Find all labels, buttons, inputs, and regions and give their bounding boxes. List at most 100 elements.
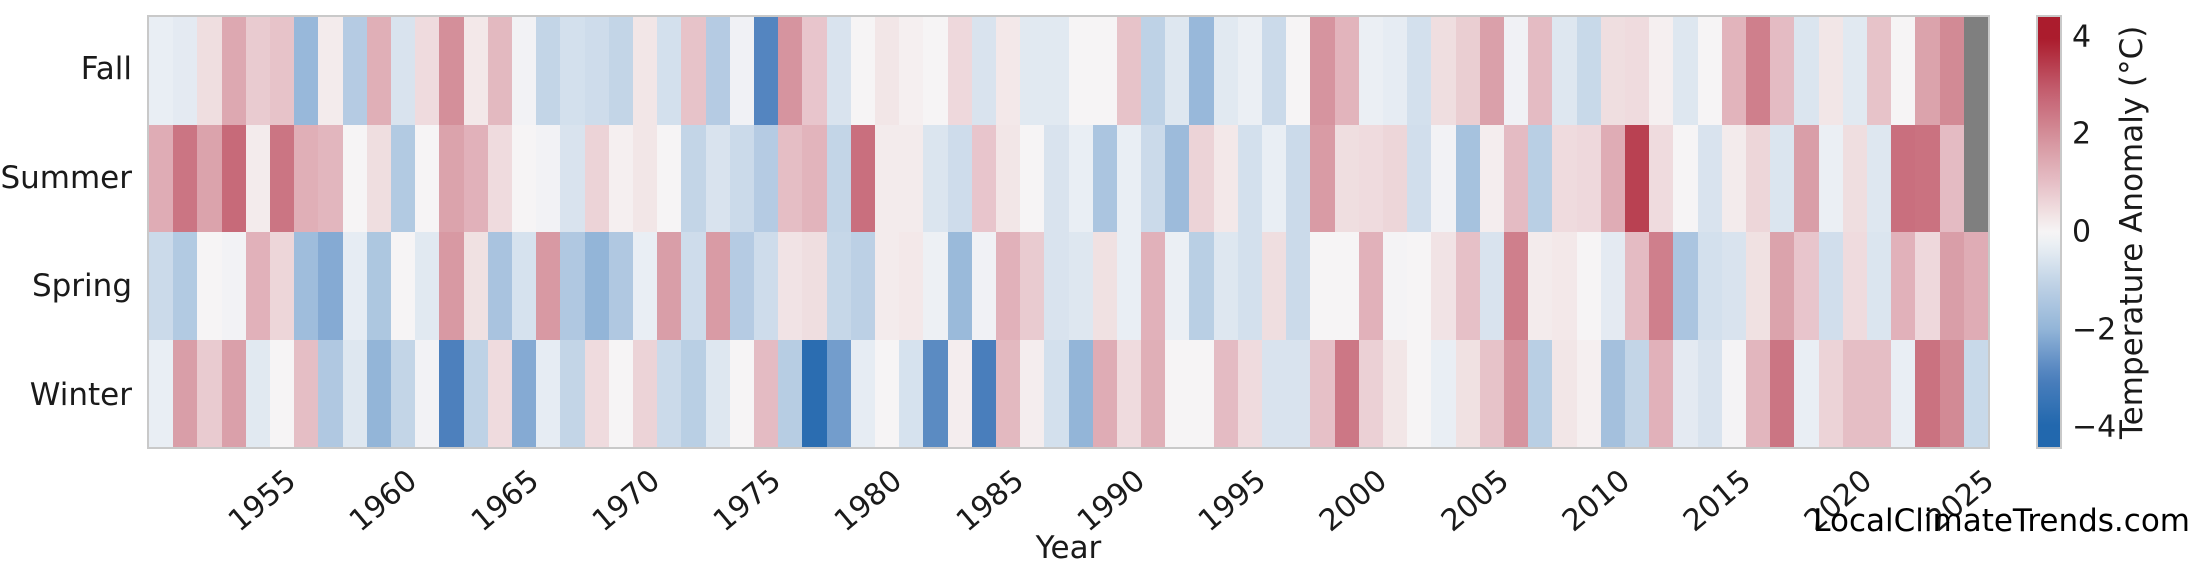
x-tick-2005: 2005 (1434, 463, 1516, 539)
heatmap-cell (1455, 339, 1480, 447)
heatmap-cell (439, 124, 464, 232)
heatmap-cell (1746, 124, 1771, 232)
heatmap-cell (1286, 124, 1311, 232)
heatmap-cell (1794, 339, 1819, 447)
heatmap-cell (1431, 232, 1456, 340)
heatmap-cell (318, 232, 343, 340)
heatmap-cell (318, 124, 343, 232)
heatmap-cell (463, 17, 488, 125)
heatmap-cell (463, 339, 488, 447)
heatmap-cell (947, 124, 972, 232)
heatmap-cell (1649, 232, 1674, 340)
heatmap-cell (245, 232, 270, 340)
heatmap-cell (1818, 232, 1843, 340)
heatmap-cell (1092, 339, 1117, 447)
heatmap-cell (1818, 17, 1843, 125)
heatmap-cell (1262, 124, 1287, 232)
heatmap-cell (1334, 124, 1359, 232)
heatmap-cell (1721, 17, 1747, 125)
heatmap-cell (390, 124, 416, 232)
heatmap-cell (1044, 339, 1069, 447)
heatmap-cell (1891, 339, 1916, 447)
heatmap-cell (971, 339, 996, 447)
heatmap-cell (1213, 232, 1238, 340)
heatmap-cell (1673, 17, 1698, 125)
heatmap-cell (657, 339, 682, 447)
heatmap-cell (632, 232, 658, 340)
x-axis-title: Year (1035, 530, 1102, 566)
heatmap-cell (1262, 339, 1287, 447)
heatmap-cell (390, 17, 416, 125)
heatmap-cell (1697, 339, 1722, 447)
heatmap-cell (1528, 339, 1553, 447)
row-label-spring: Spring (31, 268, 132, 305)
y-axis-row-labels: Fall Summer Spring Winter (0, 15, 138, 449)
heatmap-cell (1721, 339, 1747, 447)
heatmap-cell (221, 232, 246, 340)
heatmap-cell (149, 124, 174, 232)
heatmap-cell (1479, 339, 1505, 447)
heatmap-cell (1842, 17, 1867, 125)
heatmap-cell (608, 232, 633, 340)
heatmap-cell (705, 17, 730, 125)
heatmap-cell (1237, 124, 1263, 232)
heatmap-cell (1625, 339, 1650, 447)
heatmap-cell (342, 17, 367, 125)
heatmap-cell (511, 339, 537, 447)
heatmap-cell (149, 17, 174, 125)
colorbar-tick--4: −4 (2072, 409, 2117, 445)
heatmap-cell (173, 232, 198, 340)
heatmap-cell (899, 339, 924, 447)
heatmap-cell (1310, 339, 1335, 447)
heatmap-cell (826, 17, 851, 125)
heatmap-cell (342, 232, 367, 340)
row-label-summer: Summer (0, 159, 132, 196)
heatmap-cell (1455, 124, 1480, 232)
heatmap-cell (1746, 232, 1771, 340)
heatmap-cell (1649, 339, 1674, 447)
heatmap-cell (753, 124, 779, 232)
x-tick-1990: 1990 (1070, 463, 1152, 539)
heatmap-cell (729, 124, 754, 232)
heatmap-cell (1189, 17, 1214, 125)
heatmap-cell (1504, 339, 1529, 447)
heatmap-cell (269, 124, 295, 232)
heatmap-cell (1116, 339, 1142, 447)
heatmap-cell (149, 339, 174, 447)
heatmap-cell (1552, 232, 1577, 340)
heatmap-cell (415, 17, 440, 125)
x-tick-1965: 1965 (464, 463, 546, 539)
heatmap-cell (778, 17, 803, 125)
heatmap-cell (1407, 124, 1432, 232)
heatmap-cell (971, 124, 996, 232)
heatmap-cell (1092, 17, 1117, 125)
heatmap-grid (149, 17, 1988, 447)
heatmap-cell (1431, 124, 1456, 232)
heatmap-cell (1891, 232, 1916, 340)
heatmap-cell (560, 17, 585, 125)
heatmap-cell (366, 339, 391, 447)
heatmap-cell (1044, 232, 1069, 340)
heatmap-cell (1407, 232, 1432, 340)
heatmap-cell (1068, 339, 1093, 447)
heatmap-cell (850, 17, 875, 125)
heatmap-cell (923, 124, 948, 232)
watermark-text: LocalClimateTrends.com (1813, 503, 2190, 539)
heatmap-cell (1383, 339, 1408, 447)
heatmap-cell (1697, 124, 1722, 232)
heatmap-cell (1746, 339, 1771, 447)
heatmap-cell (245, 17, 270, 125)
heatmap-cell (1358, 232, 1384, 340)
heatmap-cell (923, 339, 948, 447)
colorbar-tick-4: 4 (2072, 19, 2092, 55)
heatmap-cell (584, 339, 609, 447)
heatmap-cell (536, 339, 561, 447)
heatmap-cell (705, 232, 730, 340)
heatmap-cell (1600, 339, 1626, 447)
x-tick-1970: 1970 (585, 463, 667, 539)
heatmap-plot-area (147, 15, 1990, 449)
heatmap-cell (1915, 17, 1940, 125)
heatmap-cell (1770, 339, 1795, 447)
heatmap-cell (1407, 339, 1432, 447)
heatmap-cell (366, 232, 391, 340)
